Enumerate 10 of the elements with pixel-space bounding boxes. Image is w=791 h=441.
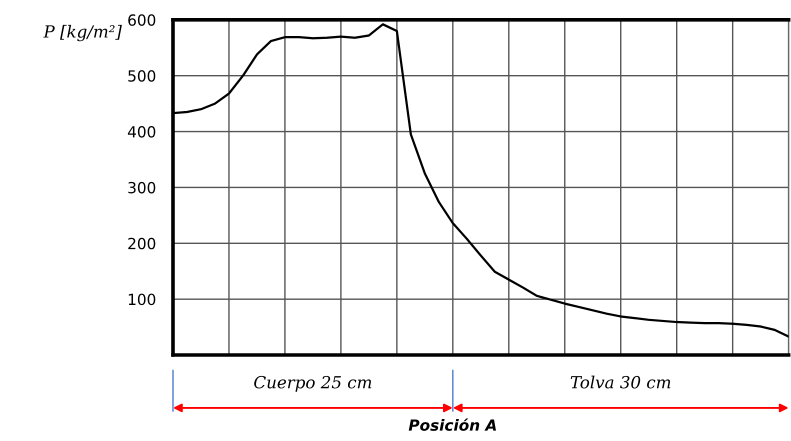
y-axis-title: P [kg/m²] xyxy=(43,24,122,42)
y-tick-label: 200 xyxy=(128,238,156,250)
y-tick-label: 100 xyxy=(128,294,156,306)
y-tick-label: 300 xyxy=(128,182,156,194)
text: Posición A xyxy=(408,418,496,431)
y-tick-label: 400 xyxy=(128,126,156,138)
text: Cuerpo 25 cm xyxy=(254,376,372,392)
y-tick-label: 600 xyxy=(128,14,156,26)
y-tick-label: 500 xyxy=(128,70,156,82)
text: Tolva 30 cm xyxy=(570,376,670,389)
